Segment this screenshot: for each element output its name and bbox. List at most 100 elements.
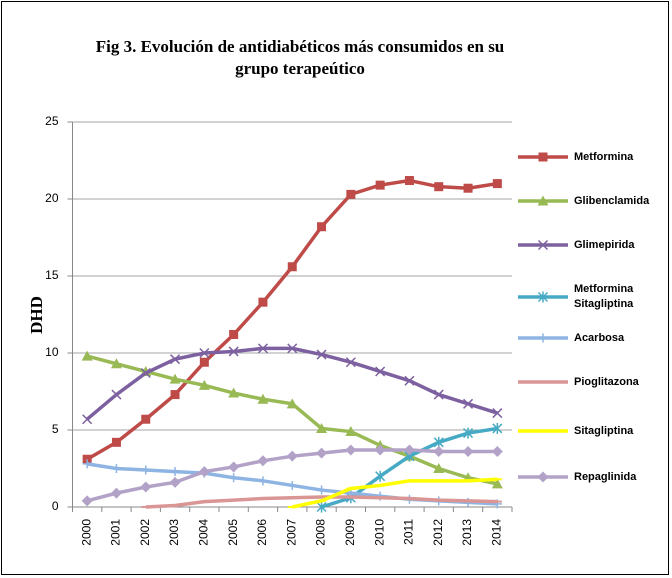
x-tick-label: 2000 xyxy=(79,519,93,546)
marker xyxy=(345,444,357,456)
marker xyxy=(228,346,239,357)
marker xyxy=(82,414,93,425)
x-tick-label: 2014 xyxy=(490,519,504,546)
x-tick-label: 2013 xyxy=(460,519,474,546)
marker xyxy=(492,179,502,189)
marker xyxy=(538,152,548,162)
marker xyxy=(81,495,93,507)
marker xyxy=(170,354,181,365)
y-tick-label: 20 xyxy=(45,191,59,205)
y-tick-label: 5 xyxy=(52,422,59,436)
marker xyxy=(287,480,297,490)
marker xyxy=(537,239,549,251)
legend-label: Metformina xyxy=(574,150,634,163)
marker xyxy=(492,408,503,419)
marker xyxy=(257,343,268,354)
marker xyxy=(287,262,297,272)
marker xyxy=(403,444,415,456)
marker xyxy=(82,459,92,469)
y-axis-label: DHD xyxy=(27,296,46,334)
marker xyxy=(198,466,210,478)
marker xyxy=(404,375,415,386)
marker xyxy=(81,350,93,361)
marker xyxy=(141,465,151,475)
marker xyxy=(111,437,121,447)
marker xyxy=(463,427,474,439)
marker xyxy=(229,330,239,340)
y-tick-label: 25 xyxy=(45,114,59,128)
marker xyxy=(258,297,268,307)
marker xyxy=(374,444,386,456)
marker xyxy=(433,446,445,458)
marker xyxy=(169,476,181,488)
marker xyxy=(433,436,444,448)
marker xyxy=(140,481,152,493)
marker xyxy=(346,189,356,199)
marker xyxy=(257,455,269,467)
marker xyxy=(228,461,240,473)
marker xyxy=(537,471,549,483)
marker xyxy=(317,485,327,495)
marker xyxy=(375,366,386,377)
marker xyxy=(433,389,444,400)
marker xyxy=(537,195,549,206)
marker xyxy=(345,426,357,437)
x-tick-label: 2005 xyxy=(226,519,240,546)
x-tick-label: 2003 xyxy=(167,519,181,546)
x-tick-label: 2012 xyxy=(431,519,445,546)
marker xyxy=(170,467,180,477)
series-line xyxy=(291,477,498,509)
marker xyxy=(492,422,503,434)
x-tick-label: 2011 xyxy=(402,519,416,545)
marker xyxy=(375,180,385,190)
marker xyxy=(286,450,298,462)
marker xyxy=(140,367,151,379)
legend-label: Sitagliptina xyxy=(574,424,634,437)
marker xyxy=(286,398,298,409)
marker xyxy=(491,478,503,489)
y-tick-label: 10 xyxy=(45,345,59,359)
marker xyxy=(111,464,121,473)
marker xyxy=(316,447,328,459)
x-tick-label: 2008 xyxy=(314,519,328,546)
marker xyxy=(110,487,122,499)
marker xyxy=(537,291,549,303)
marker xyxy=(199,357,209,367)
series-line xyxy=(86,346,498,421)
marker xyxy=(111,389,122,400)
y-tick-label: 15 xyxy=(45,268,59,282)
legend-label: Acarbosa xyxy=(574,331,625,344)
legend-label: Glibenclamida xyxy=(574,194,650,207)
marker xyxy=(316,349,327,360)
marker xyxy=(345,357,356,368)
marker xyxy=(316,422,328,433)
marker xyxy=(287,343,298,354)
legend-label: Glimepirida xyxy=(574,238,635,251)
marker xyxy=(433,463,445,473)
marker xyxy=(257,393,269,404)
marker xyxy=(228,387,240,398)
legend-label: Repaglinida xyxy=(574,470,637,483)
x-tick-label: 2006 xyxy=(255,519,269,546)
legend-label: Pioglitazona xyxy=(574,375,639,388)
x-tick-label: 2002 xyxy=(138,519,152,546)
marker xyxy=(538,333,548,343)
marker xyxy=(404,176,414,186)
marker xyxy=(375,470,386,482)
x-tick-label: 2010 xyxy=(372,519,386,546)
chart-title: Fig 3. Evolución de antidiabéticos más c… xyxy=(95,37,505,78)
marker xyxy=(229,473,239,483)
marker xyxy=(141,414,151,424)
marker xyxy=(491,446,503,458)
marker xyxy=(82,454,92,464)
marker xyxy=(316,501,327,513)
x-tick-label: 2001 xyxy=(109,519,123,546)
marker xyxy=(463,398,474,409)
marker xyxy=(199,347,210,359)
y-tick-label: 0 xyxy=(52,499,59,513)
marker xyxy=(434,182,444,192)
x-tick-label: 2009 xyxy=(343,519,357,546)
